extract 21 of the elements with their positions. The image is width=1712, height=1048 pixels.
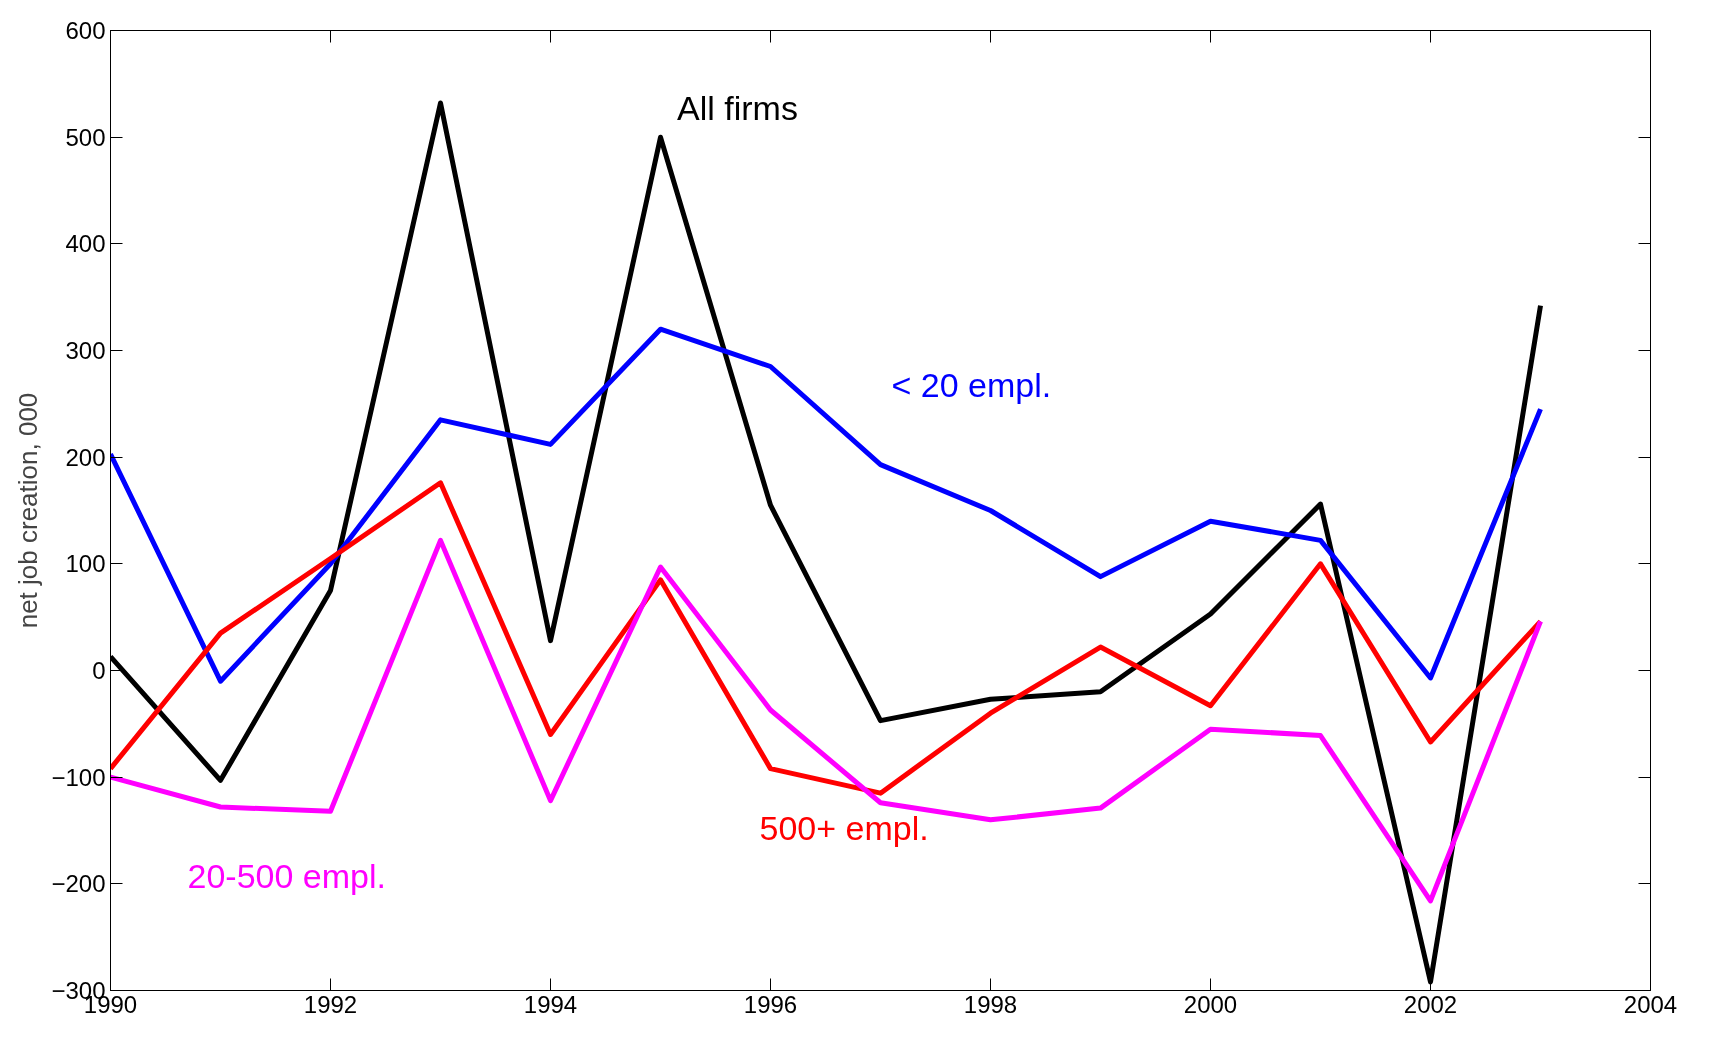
- series-label: 20-500 empl.: [187, 856, 386, 895]
- y-tick-label: 400: [65, 230, 106, 258]
- series-label: All firms: [677, 88, 798, 127]
- y-axis-title: net job creation, 000: [13, 392, 44, 629]
- y-tick-label: −100: [51, 763, 106, 791]
- y-tick-label: 600: [65, 17, 106, 44]
- x-tick-label: 1994: [523, 990, 578, 1018]
- x-tick-label: 2004: [1623, 990, 1678, 1018]
- y-tick-label: 500: [65, 123, 106, 151]
- x-tick-label: 1992: [303, 990, 358, 1018]
- x-tick-label: 1998: [963, 990, 1018, 1018]
- y-tick-label: 0: [92, 657, 106, 684]
- x-tick-label: 2000: [1183, 990, 1238, 1018]
- series-label: 500+ empl.: [759, 808, 929, 847]
- x-tick-label: 2002: [1403, 990, 1458, 1018]
- y-tick-label: 100: [65, 550, 106, 578]
- x-tick-label: 1996: [743, 990, 798, 1018]
- y-tick-label: −200: [51, 870, 106, 898]
- y-tick-label: 300: [65, 337, 106, 364]
- y-tick-label: 200: [65, 443, 106, 471]
- series-label: < 20 empl.: [891, 365, 1052, 404]
